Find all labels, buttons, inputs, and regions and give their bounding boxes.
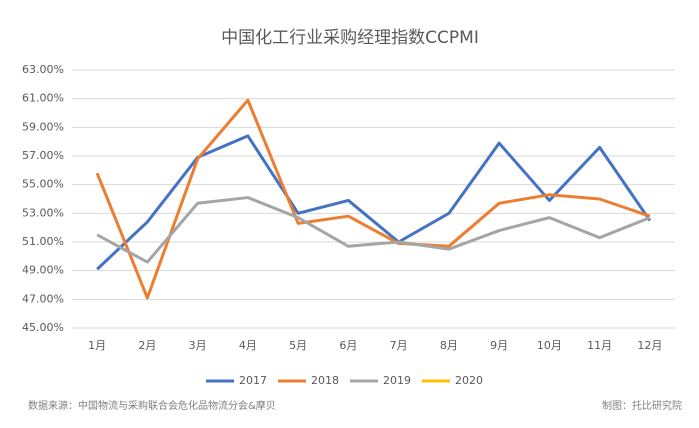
x-tick-label: 2月	[138, 339, 156, 352]
x-tick-label: 1月	[88, 339, 106, 352]
x-tick-label: 3月	[189, 339, 207, 352]
y-tick-label: 45.00%	[22, 321, 64, 334]
source: 数据来源：中国物流与采购联合会危化品物流分会&摩贝	[28, 399, 276, 412]
x-tick-label: 7月	[390, 339, 408, 352]
x-tick-label: 8月	[440, 339, 458, 352]
y-tick-label: 63.00%	[22, 63, 64, 76]
y-tick-label: 57.00%	[22, 149, 64, 162]
y-tick-label: 59.00%	[22, 120, 64, 133]
y-tick-label: 53.00%	[22, 206, 64, 219]
y-tick-label: 61.00%	[22, 92, 64, 105]
credit: 制图：托比研究院	[602, 399, 682, 412]
y-tick-label: 51.00%	[22, 235, 64, 248]
x-tick-label: 10月	[537, 339, 562, 352]
series-line	[95, 98, 651, 300]
series-line	[96, 134, 652, 271]
y-tick-label: 55.00%	[22, 178, 64, 191]
y-tick-label: 47.00%	[22, 292, 64, 305]
legend-label: 2018	[311, 374, 339, 387]
series-line	[96, 196, 651, 264]
legend-label: 2017	[239, 374, 267, 387]
y-tick-label: 49.00%	[22, 264, 64, 277]
x-tick-label: 11月	[587, 339, 612, 352]
chart-title: 中国化工行业采购经理指数CCPMI	[221, 28, 479, 48]
x-tick-label: 4月	[239, 339, 257, 352]
legend-label: 2019	[383, 374, 411, 387]
x-tick-label: 5月	[289, 339, 307, 352]
x-tick-label: 12月	[637, 339, 662, 352]
x-tick-label: 6月	[339, 339, 357, 352]
x-tick-label: 9月	[490, 339, 508, 352]
legend-label: 2020	[455, 374, 483, 387]
